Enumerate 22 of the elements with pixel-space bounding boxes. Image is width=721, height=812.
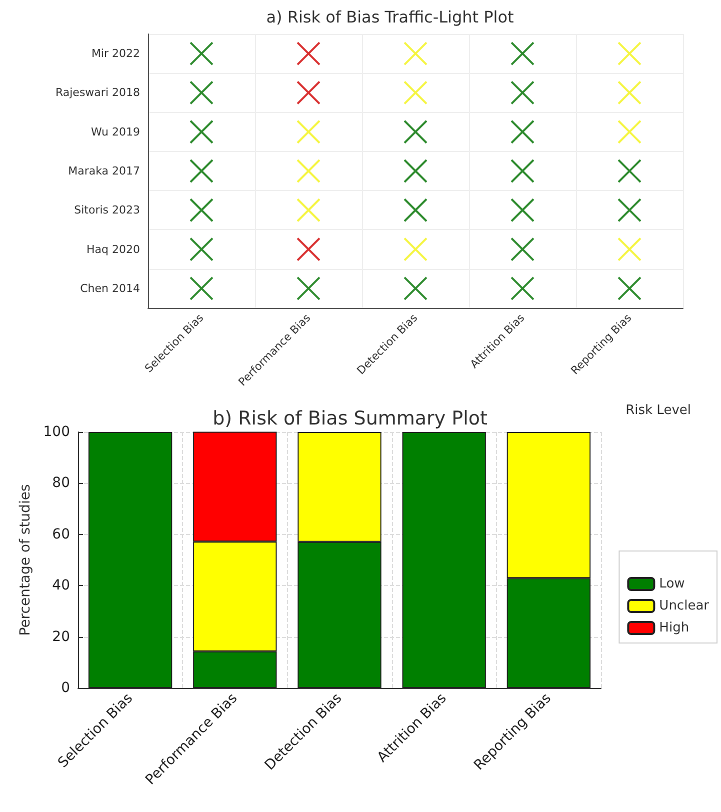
legend-title: Risk Level [626, 403, 692, 418]
chart-title: b) Risk of Bias Summary Plot [212, 408, 488, 430]
y-tick-label: 60 [52, 526, 70, 542]
text: a) Risk of Bias Traffic-Light Plot [266, 8, 514, 26]
bar [402, 432, 486, 688]
category-label: Chen 2014 [80, 282, 140, 295]
category-label: Sitoris 2023 [74, 204, 140, 217]
y-axis-title: Percentage of studies [17, 484, 34, 636]
y-tick-label: 20 [52, 628, 70, 645]
y-tick-label: 0 [61, 680, 70, 696]
bar [88, 432, 172, 688]
legend-label: Low [659, 576, 686, 592]
category-label: Wu 2019 [91, 125, 140, 138]
category-label: Haq 2020 [86, 242, 140, 256]
y-tick-label: 80 [52, 475, 70, 492]
category-label: Rajeswari 2018 [55, 86, 140, 100]
y-tick-label: 100 [43, 424, 70, 440]
legend-label: Unclear [659, 598, 710, 614]
legend-label: High [659, 620, 690, 636]
y-tick-label: 40 [52, 578, 70, 594]
category-label: Mir 2022 [91, 47, 140, 60]
category-label: Maraka 2017 [68, 164, 140, 178]
